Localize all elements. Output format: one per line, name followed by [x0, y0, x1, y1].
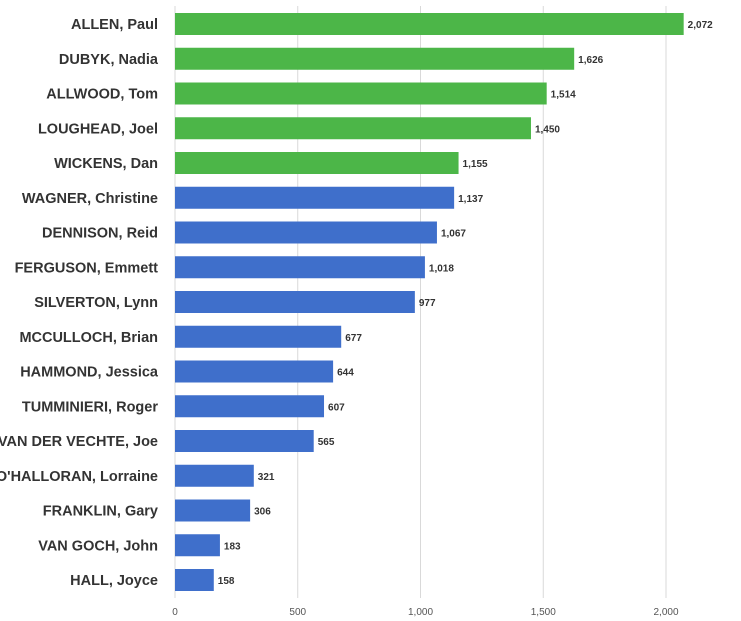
bar: [175, 325, 342, 348]
category-label: SILVERTON, Lynn: [34, 295, 158, 311]
category-label: DUBYK, Nadia: [59, 52, 159, 68]
data-label: 1,514: [551, 90, 576, 101]
bar: [175, 291, 415, 313]
category-label: FRANKLIN, Gary: [43, 504, 158, 520]
data-label: 1,067: [441, 229, 466, 240]
category-labels: ALLEN, Paul DUBYK, Nadia ALLWOOD, Tom LOUGH…: [0, 17, 159, 589]
data-label: 607: [328, 402, 345, 413]
category-label: VAN DER VECHTE, Joe: [0, 434, 158, 450]
data-label: 306: [254, 507, 271, 518]
category-label: VAN GOCH, John: [38, 538, 158, 554]
data-label: 677: [345, 333, 362, 344]
category-label: FERGUSON, Emmett: [15, 260, 159, 276]
bar: [175, 360, 334, 383]
x-tick-label: 0: [172, 607, 178, 618]
data-label: 321: [258, 472, 275, 483]
category-label: DENNISON, Reid: [42, 226, 158, 242]
data-label: 565: [318, 437, 335, 448]
category-label: MCCULLOCH, Brian: [19, 330, 158, 346]
data-label: 2,072: [688, 20, 713, 31]
bar: [175, 186, 455, 209]
x-tick-label: 2,000: [653, 607, 678, 618]
category-label: HAMMOND, Jessica: [20, 365, 159, 381]
data-label: 977: [419, 298, 436, 309]
bar: [175, 82, 547, 105]
gridlines: [174, 6, 667, 598]
category-label: ALLEN, Paul: [71, 17, 158, 33]
data-label: 1,018: [429, 263, 454, 274]
bar: [175, 117, 531, 140]
bar: [175, 499, 251, 522]
bar: [175, 13, 684, 35]
bar: [175, 152, 459, 174]
category-label: ALLWOOD, Tom: [46, 87, 158, 103]
data-label: 1,626: [578, 55, 603, 66]
x-tick-label: 1,000: [408, 607, 433, 618]
data-label: 1,155: [463, 159, 488, 170]
category-label: LOUGHEAD, Joel: [38, 121, 158, 137]
category-label: WICKENS, Dan: [54, 156, 158, 172]
category-label: HALL, Joyce: [70, 573, 158, 589]
value-labels: 2,072 1,626 1,514 1,450 1,155 1,137 1,067 1,018…: [218, 20, 713, 587]
bar: [175, 430, 314, 452]
data-label: 644: [337, 368, 354, 379]
bar: [175, 534, 220, 557]
data-label: 183: [224, 541, 241, 552]
bar: [175, 395, 325, 418]
category-label: O'HALLORAN, Lorraine: [0, 469, 158, 485]
data-label: 1,450: [535, 124, 560, 135]
bar: [175, 47, 575, 70]
bar: [175, 464, 254, 487]
x-axis-ticks: 0 500 1,000 1,500 2,000: [172, 607, 679, 618]
category-label: WAGNER, Christine: [22, 191, 158, 207]
data-label: 1,137: [458, 194, 483, 205]
x-tick-label: 1,500: [531, 607, 556, 618]
data-label: 158: [218, 576, 235, 587]
category-label: TUMMINIERI, Roger: [22, 399, 158, 415]
bars: [175, 13, 684, 591]
bar: [175, 256, 425, 279]
bar: [175, 569, 214, 591]
bar: [175, 221, 437, 244]
x-tick-label: 500: [289, 607, 306, 618]
